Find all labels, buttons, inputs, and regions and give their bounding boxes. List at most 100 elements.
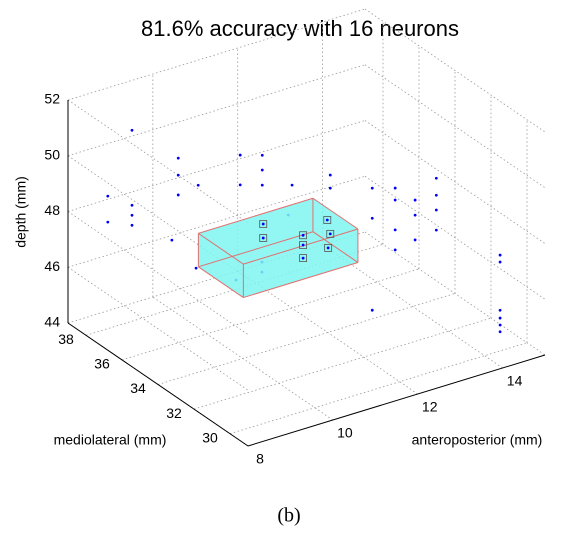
grid-line	[67, 99, 249, 224]
data-point	[194, 266, 198, 270]
data-point	[434, 208, 438, 212]
data-point	[370, 308, 374, 312]
data-point	[130, 213, 134, 217]
data-point	[498, 330, 502, 334]
z-tick-label: 50	[44, 146, 60, 162]
data-point	[328, 186, 332, 190]
selected-marker	[259, 234, 268, 242]
data-point	[176, 173, 180, 177]
data-point	[498, 316, 502, 320]
selection-box	[198, 198, 358, 298]
box-edge	[243, 228, 359, 265]
data-point	[106, 220, 110, 224]
x-tick-label: 14	[507, 373, 523, 389]
data-point	[498, 260, 502, 264]
selected-marker	[324, 244, 333, 252]
data-point	[326, 246, 330, 250]
box-edge	[243, 261, 359, 299]
grid-line	[193, 317, 492, 410]
y-tick-label: 36	[94, 356, 110, 372]
z-axis-label: depth (mm)	[13, 176, 29, 248]
data-point	[301, 256, 305, 260]
data-point	[328, 173, 332, 177]
data-point	[434, 228, 438, 232]
x-tick-label: 8	[256, 451, 264, 467]
data-point	[301, 243, 305, 247]
data-point	[413, 238, 417, 242]
z-tick-label: 48	[44, 202, 60, 218]
data-point	[301, 233, 305, 237]
data-point	[413, 198, 417, 202]
y-axis-label: mediolateral (mm)	[54, 432, 167, 448]
chart-title: 81.6% accuracy with 16 neurons	[141, 16, 459, 41]
data-point	[176, 193, 180, 197]
y-tick-label: 30	[202, 429, 218, 445]
box-edge	[312, 197, 359, 230]
grid-line	[364, 120, 546, 244]
grid-line	[157, 293, 456, 385]
z-tick-label: 52	[44, 91, 60, 107]
data-point	[176, 156, 180, 160]
data-point	[393, 228, 397, 232]
data-point	[170, 238, 174, 242]
y-axis	[67, 322, 249, 447]
data-point	[328, 232, 332, 236]
data-point	[130, 203, 134, 207]
data-point	[260, 183, 264, 187]
x-axis	[247, 354, 546, 447]
grid-line	[364, 8, 546, 133]
data-point	[413, 213, 417, 217]
data-point	[238, 183, 242, 187]
selected-marker	[323, 216, 332, 224]
data-point	[261, 236, 265, 240]
data-point	[393, 248, 397, 252]
grid-line	[67, 266, 249, 391]
data-point	[498, 323, 502, 327]
selected-marker	[299, 254, 308, 262]
data-point	[434, 193, 438, 197]
data-point	[130, 128, 134, 132]
z-tick-label: 44	[44, 314, 60, 330]
z-tick-label: 46	[44, 258, 60, 274]
box-edge	[312, 231, 359, 263]
data-point	[370, 186, 374, 190]
grid-line	[67, 211, 249, 335]
x-tick-label: 10	[337, 425, 353, 441]
x-tick-label: 12	[422, 399, 438, 415]
data-point	[290, 183, 294, 187]
data-point	[370, 216, 374, 220]
selected-marker	[259, 220, 268, 228]
caption: (b)	[277, 505, 300, 527]
data-point	[498, 253, 502, 257]
data-point	[434, 176, 438, 180]
data-point	[393, 198, 397, 202]
selected-marker	[299, 231, 308, 240]
grid-line	[67, 64, 366, 157]
grid-line	[364, 64, 546, 189]
box-edge	[198, 197, 314, 234]
grid-line	[67, 120, 366, 212]
data-point	[130, 223, 134, 227]
grid-line	[67, 155, 249, 280]
box-edge	[198, 232, 244, 265]
grid-line	[322, 244, 503, 369]
grid-line	[237, 270, 418, 395]
data-point	[238, 153, 242, 157]
y-tick-label: 38	[58, 331, 74, 347]
grid-line	[229, 342, 528, 435]
data-point	[261, 222, 265, 226]
data-point	[260, 153, 264, 157]
data-point	[260, 168, 264, 172]
y-tick-label: 32	[166, 405, 182, 421]
y-tick-label: 34	[130, 380, 146, 396]
selected-marker	[299, 241, 308, 249]
data-point	[325, 218, 329, 222]
x-axis-label: anteroposterior (mm)	[412, 432, 543, 448]
selected-marker	[326, 229, 335, 238]
box-edge	[198, 266, 244, 298]
data-point	[393, 186, 397, 190]
data-point	[498, 308, 502, 312]
data-point	[106, 194, 110, 198]
grid-line	[364, 231, 546, 356]
